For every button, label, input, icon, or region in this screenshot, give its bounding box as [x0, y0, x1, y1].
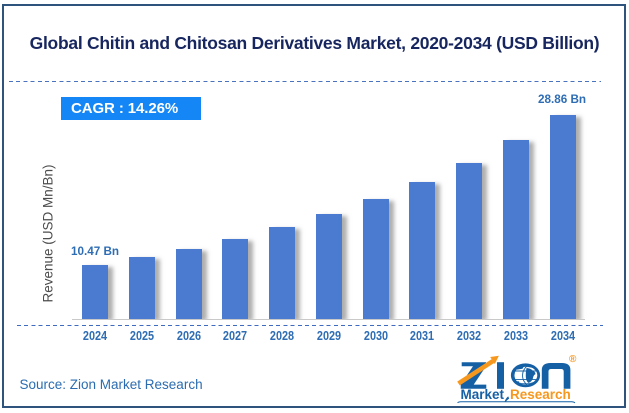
- svg-text:Research: Research: [510, 387, 571, 402]
- svg-text:®: ®: [569, 354, 577, 365]
- svg-text:Market: Market: [461, 387, 505, 402]
